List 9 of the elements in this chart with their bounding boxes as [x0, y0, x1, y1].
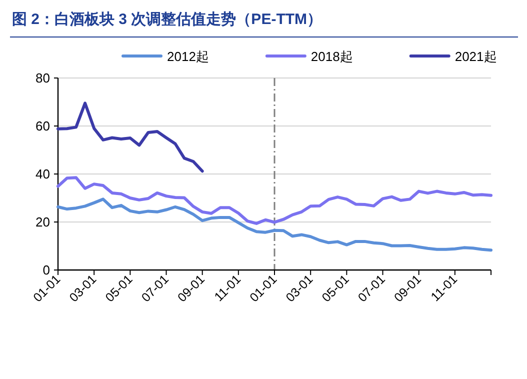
- legend-label: 2012起: [167, 49, 209, 64]
- y-tick-label: 20: [36, 214, 50, 230]
- legend-label: 2021起: [454, 49, 497, 64]
- y-tick-label: 0: [42, 262, 50, 278]
- y-tick-label: 40: [36, 166, 50, 182]
- y-tick-label: 60: [36, 118, 50, 134]
- legend-label: 2018起: [310, 49, 353, 64]
- y-tick-label: 80: [36, 70, 50, 86]
- title: 图 2：白酒板块 3 次调整估值走势（PE-TTM）: [12, 11, 322, 28]
